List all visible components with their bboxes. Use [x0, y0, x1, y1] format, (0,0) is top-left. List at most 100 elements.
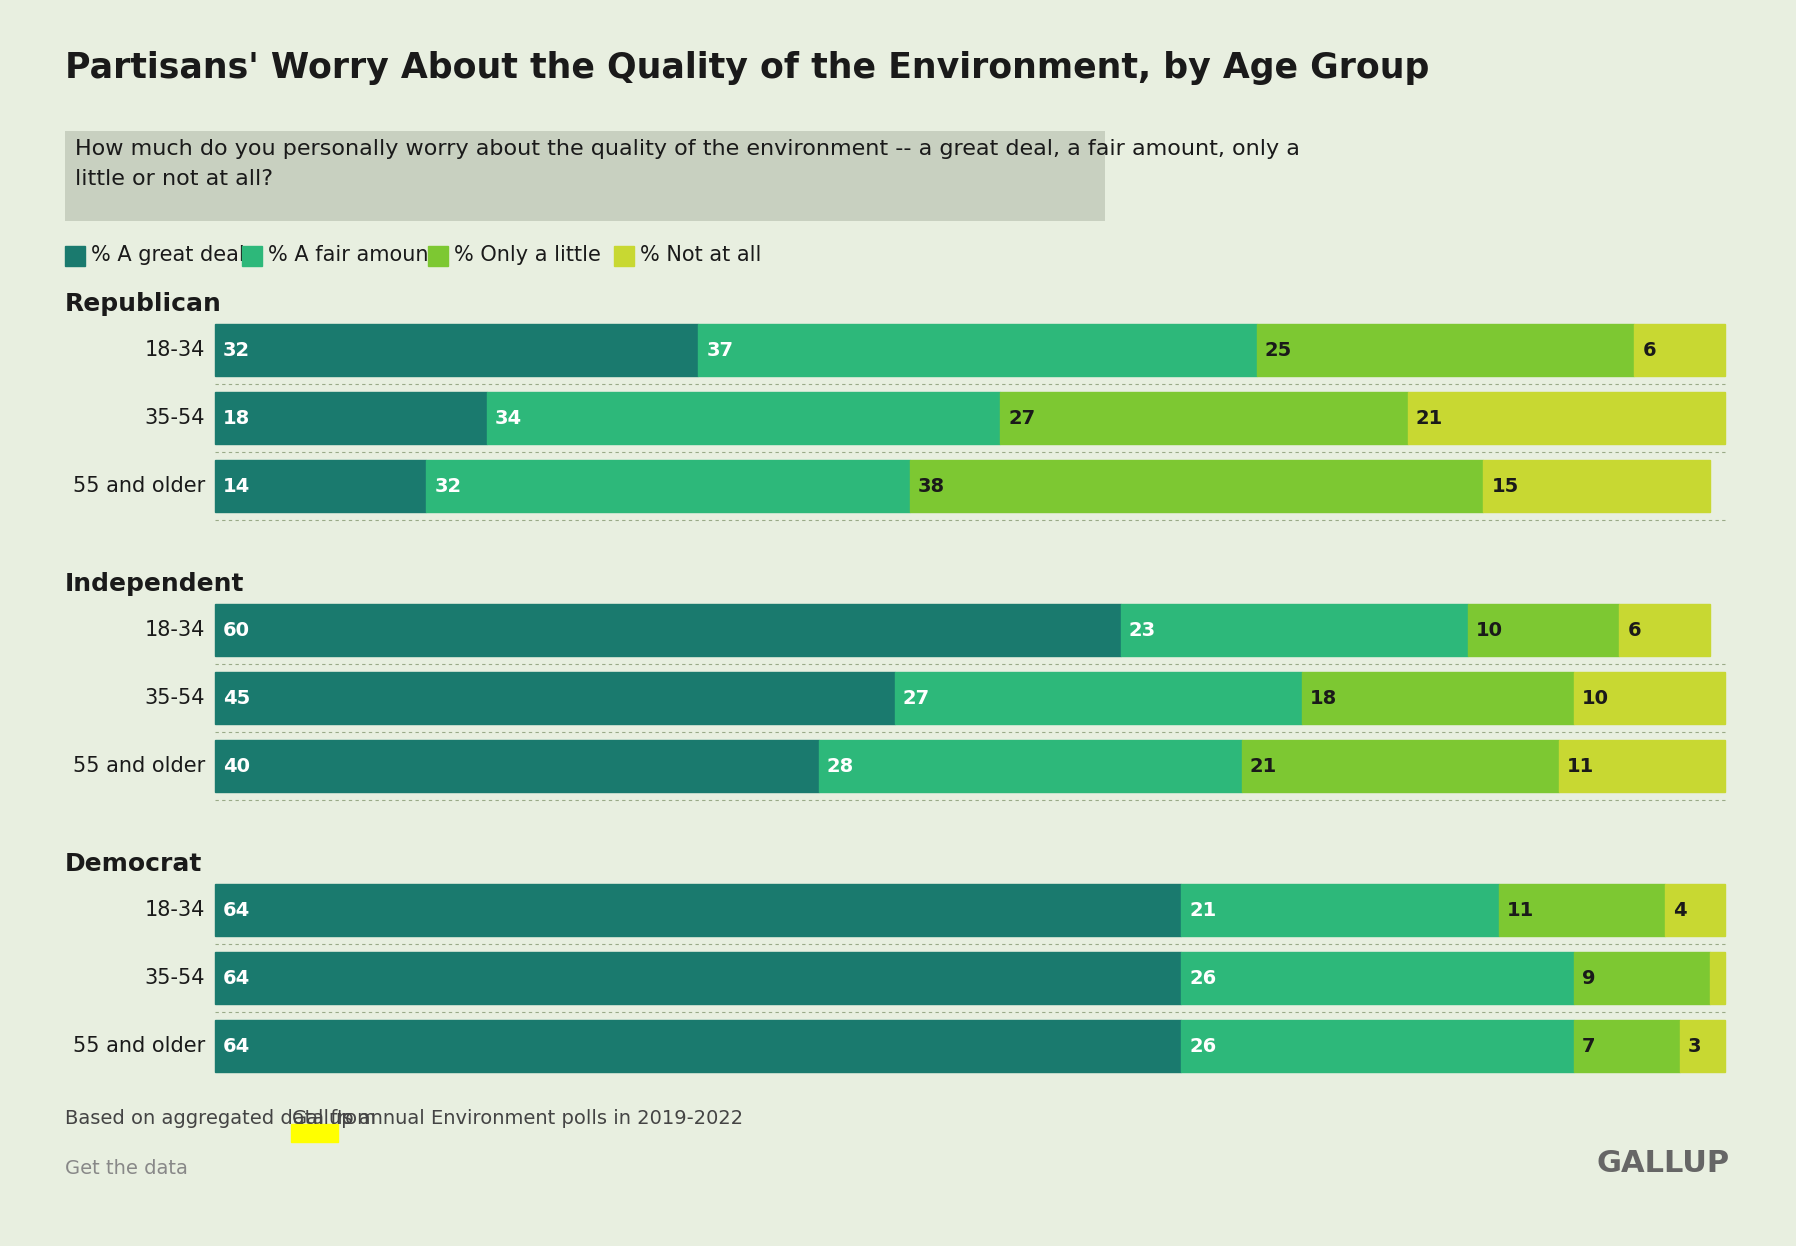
Text: 10: 10: [1476, 621, 1503, 639]
Text: 6: 6: [1642, 340, 1656, 360]
Text: Republican: Republican: [65, 292, 223, 316]
Bar: [1634, 324, 1724, 376]
Bar: [1665, 883, 1724, 936]
Bar: [216, 1020, 1182, 1072]
Bar: [487, 392, 1000, 444]
Text: 6: 6: [1627, 621, 1642, 639]
Text: 21: 21: [1189, 901, 1216, 920]
Text: 32: 32: [435, 476, 462, 496]
Bar: [819, 740, 1241, 792]
Bar: [216, 460, 426, 512]
Text: 26: 26: [1189, 1037, 1216, 1055]
Text: GALLUP: GALLUP: [1597, 1149, 1730, 1177]
Bar: [1498, 883, 1665, 936]
Text: 3: 3: [1688, 1037, 1701, 1055]
Bar: [216, 740, 819, 792]
Bar: [1620, 604, 1710, 655]
Text: 55 and older: 55 and older: [74, 476, 205, 496]
Bar: [909, 460, 1483, 512]
Bar: [1573, 1020, 1679, 1072]
Text: 9: 9: [1582, 968, 1595, 988]
Text: 15: 15: [1491, 476, 1519, 496]
Text: 18-34: 18-34: [145, 900, 205, 920]
Bar: [1469, 604, 1620, 655]
Text: 40: 40: [223, 756, 250, 775]
Text: 18-34: 18-34: [145, 340, 205, 360]
Bar: [1573, 952, 1710, 1004]
Bar: [216, 883, 1182, 936]
Bar: [894, 672, 1302, 724]
Text: 11: 11: [1507, 901, 1534, 920]
Text: 45: 45: [223, 689, 250, 708]
Text: 11: 11: [1566, 756, 1595, 775]
Text: % A great deal: % A great deal: [92, 245, 244, 265]
Bar: [699, 324, 1257, 376]
Text: 35-54: 35-54: [144, 688, 205, 708]
Text: 26: 26: [1189, 968, 1216, 988]
Text: 18: 18: [1311, 689, 1338, 708]
Bar: [1257, 324, 1634, 376]
Bar: [1182, 1020, 1573, 1072]
Bar: [1182, 883, 1498, 936]
Text: 10: 10: [1582, 689, 1609, 708]
Bar: [1182, 952, 1573, 1004]
Bar: [1302, 672, 1573, 724]
Text: % A fair amount: % A fair amount: [268, 245, 436, 265]
Text: 64: 64: [223, 901, 250, 920]
Bar: [1710, 952, 1724, 1004]
Bar: [1121, 604, 1469, 655]
Bar: [1241, 740, 1559, 792]
Text: Gallup: Gallup: [291, 1109, 354, 1128]
Text: 64: 64: [223, 1037, 250, 1055]
Text: How much do you personally worry about the quality of the environment -- a great: How much do you personally worry about t…: [75, 140, 1300, 189]
Bar: [1408, 392, 1724, 444]
Bar: [1483, 460, 1710, 512]
Text: % Not at all: % Not at all: [639, 245, 762, 265]
Text: 32: 32: [223, 340, 250, 360]
Text: 37: 37: [706, 340, 733, 360]
Text: 18-34: 18-34: [145, 621, 205, 640]
Bar: [1000, 392, 1408, 444]
Text: 55 and older: 55 and older: [74, 756, 205, 776]
Bar: [427, 245, 447, 265]
Text: 38: 38: [918, 476, 945, 496]
Text: 14: 14: [223, 476, 250, 496]
Text: 's annual Environment polls in 2019-2022: 's annual Environment polls in 2019-2022: [338, 1109, 744, 1128]
Text: Independent: Independent: [65, 572, 244, 596]
Bar: [216, 672, 894, 724]
Bar: [614, 245, 634, 265]
Bar: [426, 460, 909, 512]
Text: 64: 64: [223, 968, 250, 988]
Bar: [1559, 740, 1724, 792]
Text: Get the data: Get the data: [65, 1159, 189, 1177]
Text: Democrat: Democrat: [65, 852, 203, 876]
Bar: [1573, 672, 1724, 724]
Text: 27: 27: [1008, 409, 1034, 427]
Bar: [216, 324, 699, 376]
Bar: [1679, 1020, 1724, 1072]
Bar: [65, 131, 1105, 221]
Text: 18: 18: [223, 409, 250, 427]
Bar: [216, 392, 487, 444]
Text: Based on aggregated data from: Based on aggregated data from: [65, 1109, 383, 1128]
Text: 21: 21: [1250, 756, 1277, 775]
Text: 55 and older: 55 and older: [74, 1035, 205, 1057]
Text: 28: 28: [826, 756, 855, 775]
Text: % Only a little: % Only a little: [454, 245, 600, 265]
Text: 21: 21: [1415, 409, 1444, 427]
Text: 35-54: 35-54: [144, 968, 205, 988]
Text: 7: 7: [1582, 1037, 1595, 1055]
Text: 27: 27: [903, 689, 930, 708]
Text: 25: 25: [1264, 340, 1291, 360]
Bar: [291, 1124, 338, 1143]
Text: 4: 4: [1672, 901, 1686, 920]
Text: 35-54: 35-54: [144, 407, 205, 427]
Bar: [216, 604, 1121, 655]
Text: Partisans' Worry About the Quality of the Environment, by Age Group: Partisans' Worry About the Quality of th…: [65, 51, 1430, 85]
Text: 34: 34: [496, 409, 523, 427]
Bar: [216, 952, 1182, 1004]
Text: 60: 60: [223, 621, 250, 639]
Bar: [242, 245, 262, 265]
Bar: [65, 245, 84, 265]
Text: 23: 23: [1130, 621, 1157, 639]
